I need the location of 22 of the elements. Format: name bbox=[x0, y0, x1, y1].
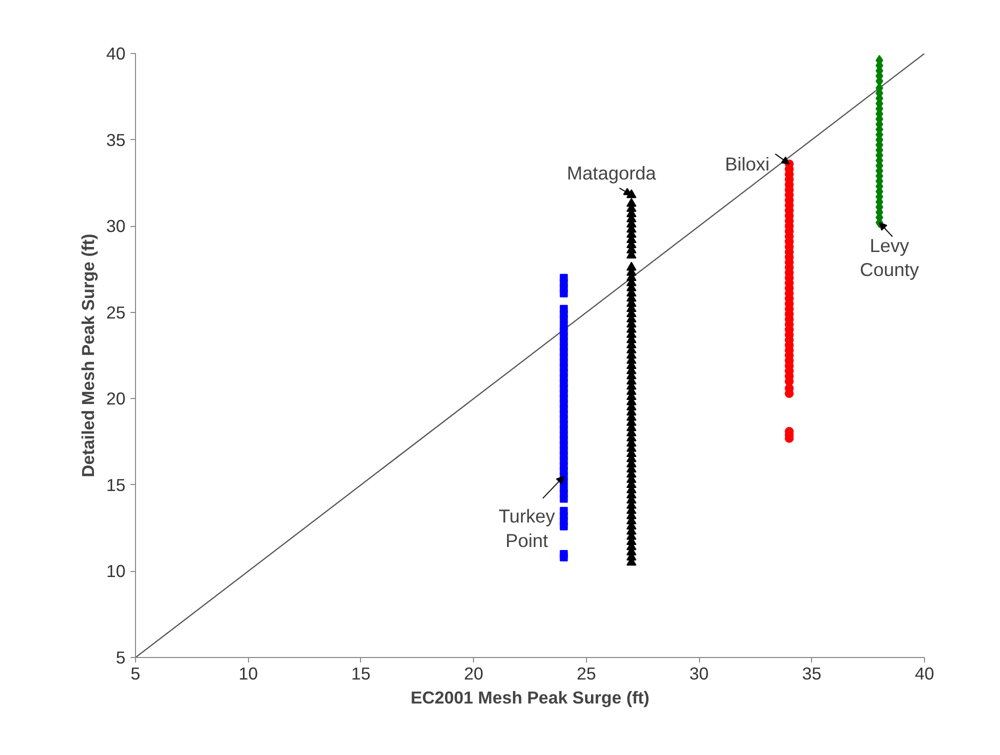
x-tick-label: 25 bbox=[576, 664, 596, 684]
y-axis-title: Detailed Mesh Peak Surge (ft) bbox=[78, 234, 98, 478]
y-tick-label: 30 bbox=[106, 216, 126, 236]
y-tick-label: 10 bbox=[106, 561, 126, 582]
annotation: Turkey Point bbox=[498, 506, 556, 551]
y-tick-label: 25 bbox=[106, 302, 126, 322]
x-tick-label: 35 bbox=[802, 664, 822, 684]
x-tick-label: 10 bbox=[238, 664, 258, 684]
y-tick-label: 5 bbox=[116, 648, 126, 668]
x-axis-title: EC2001 Mesh Peak Surge (ft) bbox=[410, 688, 650, 708]
y-tick-label: 20 bbox=[106, 388, 126, 409]
annotation: Matagorda bbox=[566, 162, 657, 184]
annotation: Biloxi bbox=[724, 153, 770, 174]
x-tick-label: 40 bbox=[914, 664, 934, 684]
x-tick-label: 20 bbox=[464, 664, 484, 684]
y-tick-label: 15 bbox=[106, 474, 126, 495]
x-tick-label: 15 bbox=[351, 664, 371, 684]
x-tick-label: 5 bbox=[130, 664, 140, 684]
annotation: Levy County bbox=[860, 235, 920, 280]
y-tick-label: 40 bbox=[106, 44, 126, 64]
x-tick-label: 30 bbox=[689, 664, 709, 684]
y-tick-label: 35 bbox=[106, 130, 126, 150]
